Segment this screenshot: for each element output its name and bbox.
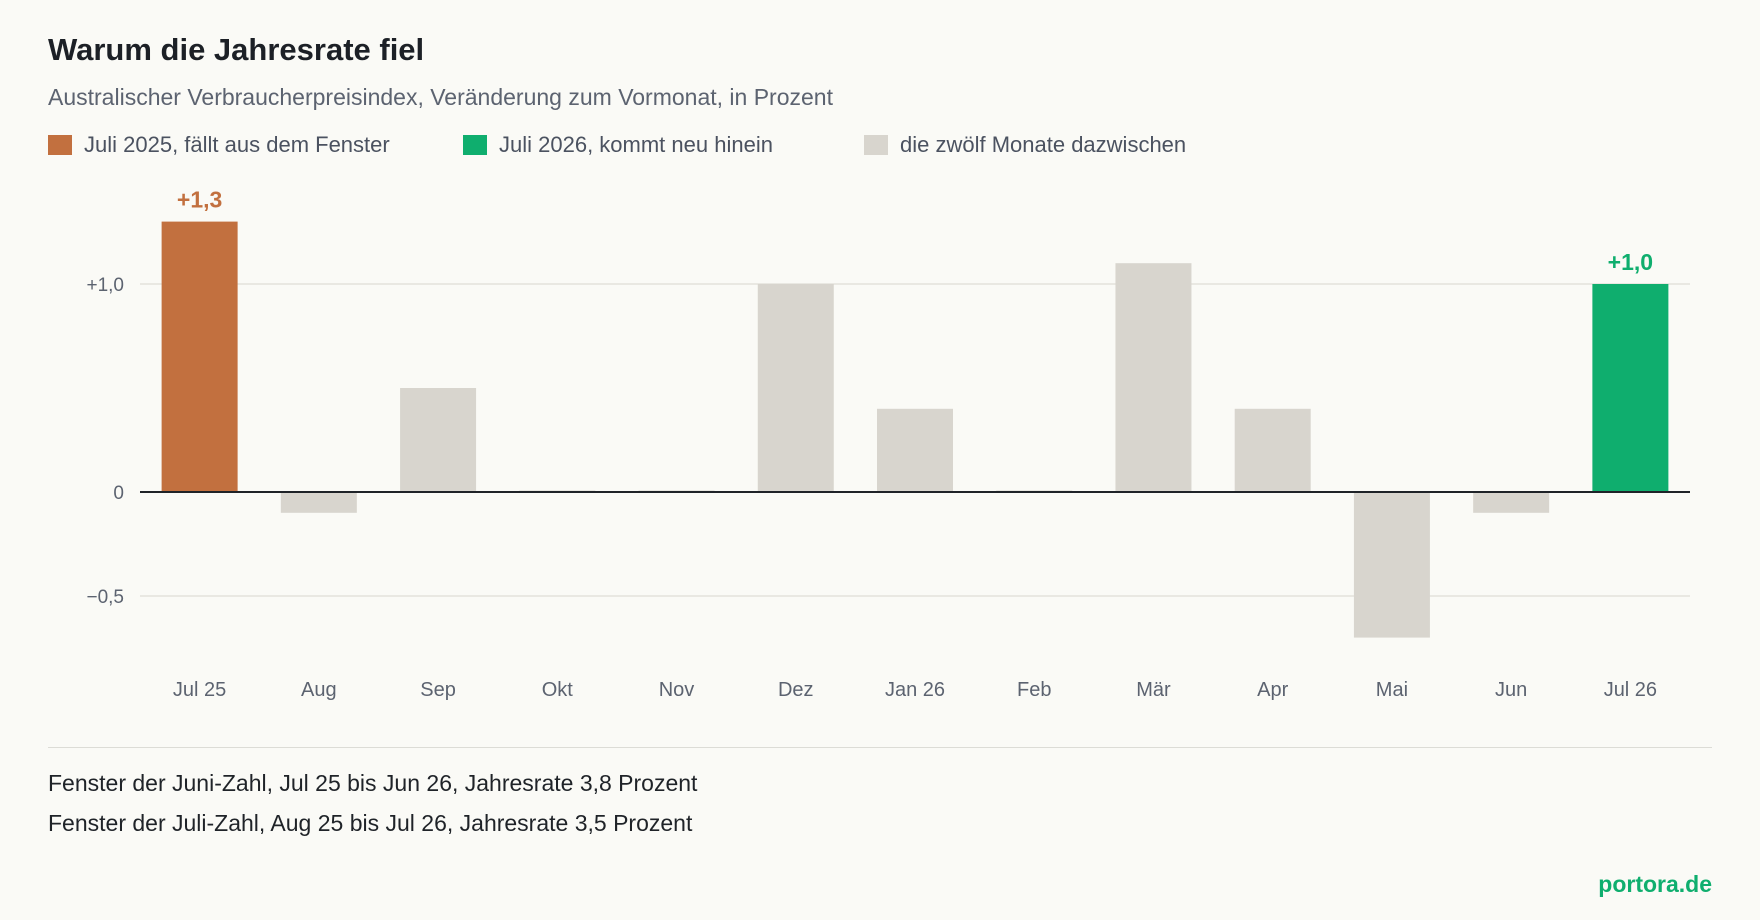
x-tick-label: Jun <box>1495 679 1527 701</box>
note-july-window: Fenster der Juli-Zahl, Aug 25 bis Jul 26… <box>48 810 693 836</box>
bar <box>1592 284 1669 492</box>
bar <box>1115 263 1192 492</box>
legend-label-mid: die zwölf Monate dazwischen <box>900 132 1187 157</box>
data-label: +1,0 <box>1608 249 1653 275</box>
bar-chart: +1,0 0 −0,5 Jul 25 Aug Sep Okt Nov Dez Jan 26 Feb M… <box>86 187 1690 701</box>
legend-swatch-in <box>463 135 487 155</box>
y-tick-label: 0 <box>113 483 124 504</box>
bar <box>400 388 477 492</box>
bar <box>1473 492 1550 513</box>
x-tick-label: Jul 25 <box>173 679 226 701</box>
x-tick-label: Jan 26 <box>885 679 945 701</box>
x-tick-label: Aug <box>301 679 337 701</box>
bar <box>1353 492 1430 638</box>
legend-item-in: Juli 2026, kommt neu hinein <box>463 132 773 158</box>
legend-label-in: Juli 2026, kommt neu hinein <box>499 132 773 157</box>
x-tick-label: Mai <box>1376 679 1408 701</box>
x-tick-label: Sep <box>420 679 456 701</box>
note-june-window: Fenster der Juni-Zahl, Jul 25 bis Jun 26… <box>48 770 698 796</box>
bar <box>280 492 357 513</box>
chart-title: Warum die Jahresrate fiel <box>48 32 425 67</box>
x-tick-label: Feb <box>1017 679 1051 701</box>
brand-logo[interactable]: portora.de <box>1598 871 1712 897</box>
x-tick-label: Mär <box>1136 679 1171 701</box>
x-tick-label: Nov <box>659 679 695 701</box>
bar <box>877 408 953 492</box>
legend-swatch-mid <box>864 135 888 155</box>
legend-item-mid: die zwölf Monate dazwischen <box>864 132 1186 158</box>
legend-item-out: Juli 2025, fällt aus dem Fenster <box>48 132 390 158</box>
y-tick-label: +1,0 <box>86 275 124 296</box>
bar <box>1234 408 1311 492</box>
divider <box>48 747 1712 748</box>
x-tick-label: Apr <box>1257 679 1288 701</box>
legend-swatch-out <box>48 135 72 155</box>
bar <box>161 221 238 492</box>
x-tick-label: Dez <box>778 679 814 701</box>
y-tick-label: −0,5 <box>86 587 124 608</box>
data-label: +1,3 <box>177 187 222 213</box>
x-tick-label: Jul 26 <box>1604 679 1657 701</box>
legend-label-out: Juli 2025, fällt aus dem Fenster <box>84 132 390 157</box>
bar <box>757 284 834 492</box>
x-tick-label: Okt <box>542 679 574 701</box>
chart-subtitle: Australischer Verbraucherpreisindex, Ver… <box>48 84 833 110</box>
